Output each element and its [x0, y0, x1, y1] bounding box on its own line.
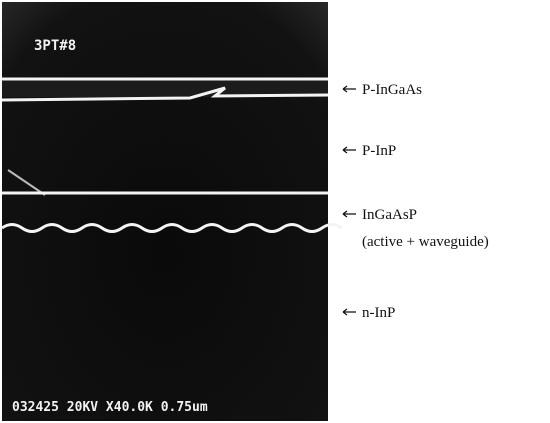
layer-label: (active + waveguide) — [362, 234, 489, 250]
sem-background — [2, 2, 328, 421]
arrows — [342, 85, 356, 316]
layer-label: n-InP — [362, 305, 395, 321]
interface-line — [1, 86, 329, 102]
cleave-mark — [7, 169, 46, 196]
layer-labels: P-InGaAs P-InP InGaAsP (active + wavegui… — [342, 82, 489, 321]
layer-label: P-InP — [362, 143, 396, 159]
sem-image: 3PT#8 032425 20KV X40.0K 0.75um — [1, 2, 343, 421]
grating-line — [1, 223, 343, 233]
ingaas-layer — [2, 80, 328, 97]
layer-label: InGaAsP — [362, 207, 417, 223]
corner-label: 3PT#8 — [34, 38, 76, 54]
layer-label: P-InGaAs — [362, 82, 422, 98]
scale-bar-text: 032425 20KV X40.0K 0.75um — [12, 400, 208, 415]
